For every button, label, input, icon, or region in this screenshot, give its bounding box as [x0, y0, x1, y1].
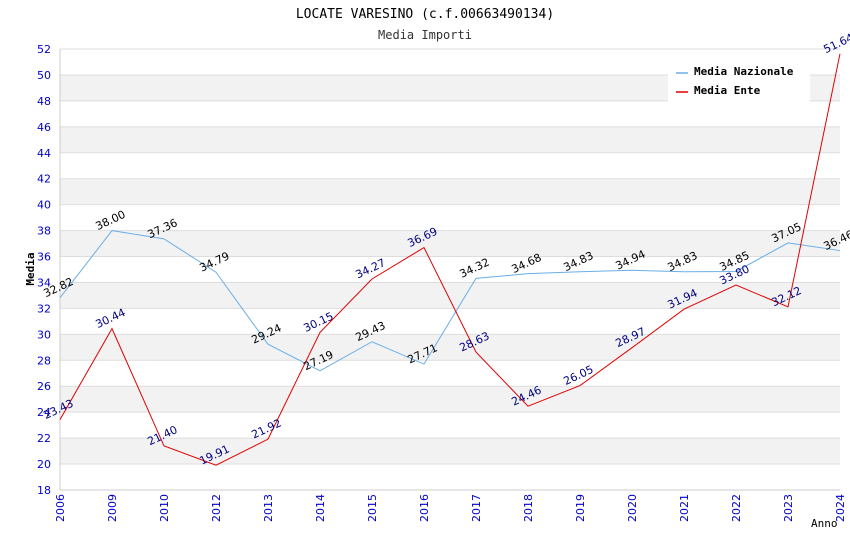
grid-band [60, 178, 840, 205]
y-tick-label: 42 [37, 173, 51, 186]
data-label: 34.27 [353, 256, 387, 281]
x-tick-label: 2009 [106, 494, 119, 522]
data-label: 30.44 [93, 306, 127, 331]
x-tick-label: 2019 [574, 494, 587, 522]
x-tick-label: 2020 [626, 494, 639, 522]
data-label: 23.43 [41, 397, 75, 422]
y-tick-label: 52 [37, 43, 51, 56]
y-tick-label: 40 [37, 199, 51, 212]
y-tick-label: 28 [37, 354, 51, 367]
legend-label-ente: Media Ente [694, 84, 761, 97]
x-tick-label: 2024 [834, 494, 847, 522]
y-tick-label: 26 [37, 380, 51, 393]
legend-box [668, 60, 810, 102]
x-tick-label: 2017 [470, 494, 483, 522]
y-tick-label: 30 [37, 328, 51, 341]
data-label: 38.00 [93, 208, 127, 233]
y-axis-ticks: 18 20 22 24 26 28 30 32 34 36 38 40 42 44 46 48 50 52 [37, 43, 51, 497]
grid-band [60, 282, 840, 309]
series-lines [59, 53, 841, 466]
y-tick-label: 24 [37, 406, 51, 419]
x-tick-label: 2018 [522, 494, 535, 522]
y-axis-title: Media [24, 252, 37, 285]
x-tick-label: 2010 [158, 494, 171, 522]
data-label: 51.64 [821, 31, 850, 56]
data-label: 26.05 [561, 363, 595, 388]
x-tick-label: 2016 [418, 494, 431, 522]
chart-subtitle: Media Importi [378, 28, 472, 42]
y-tick-label: 44 [37, 147, 51, 160]
x-tick-label: 2015 [366, 494, 379, 522]
x-tick-label: 2006 [54, 494, 67, 522]
y-tick-label: 48 [37, 95, 51, 108]
x-tick-label: 2013 [262, 494, 275, 522]
y-tick-label: 46 [37, 121, 51, 134]
x-axis-title: Anno [811, 517, 838, 530]
grid-band [60, 230, 840, 257]
x-tick-label: 2022 [730, 494, 743, 522]
y-tick-label: 22 [37, 432, 51, 445]
y-tick-label: 18 [37, 484, 51, 497]
y-tick-label: 32 [37, 302, 51, 315]
x-axis-ticks: 2006 2009 2010 2012 2013 2014 2015 2016 2017 2018… [54, 494, 847, 522]
x-tick-label: 2023 [782, 494, 795, 522]
y-tick-label: 38 [37, 225, 51, 238]
y-tick-label: 20 [37, 458, 51, 471]
series-line-nazionale [59, 230, 841, 372]
x-tick-label: 2012 [210, 494, 223, 522]
y-tick-label: 34 [37, 276, 51, 289]
grid-band [60, 438, 840, 465]
y-tick-label: 50 [37, 69, 51, 82]
axes [59, 49, 840, 491]
grid-bands [60, 74, 840, 465]
y-tick-label: 36 [37, 251, 51, 264]
legend-label-nazionale: Media Nazionale [694, 65, 794, 78]
grid-band [60, 334, 840, 361]
x-tick-label: 2021 [678, 494, 691, 522]
x-tick-label: 2014 [314, 494, 327, 522]
grid-band [60, 126, 840, 153]
data-label: 30.15 [301, 310, 335, 335]
chart-title: LOCATE VARESINO (c.f.00663490134) [296, 7, 554, 22]
legend: Media Nazionale Media Ente [668, 60, 810, 102]
grid-band [60, 386, 840, 413]
series-line-ente [59, 53, 841, 466]
